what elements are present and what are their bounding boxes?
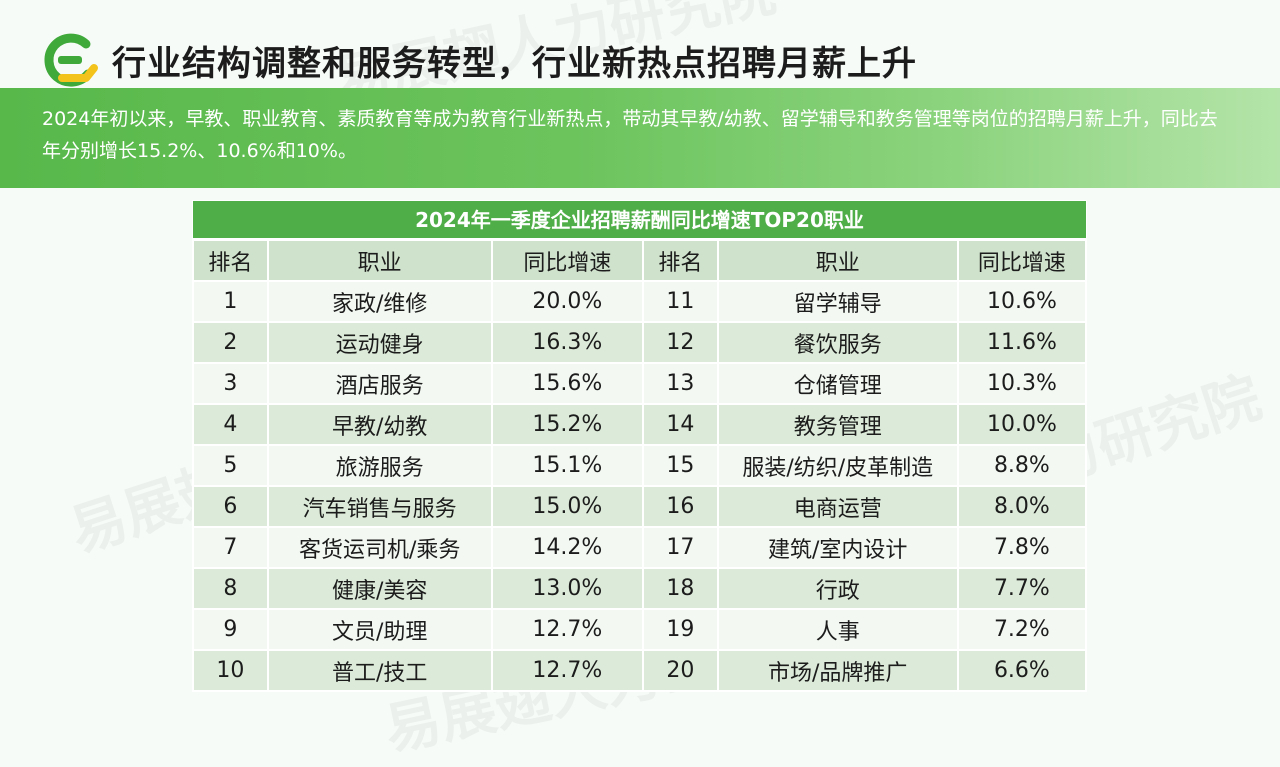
growth-cell: 13.0% (490, 567, 645, 610)
table-row: 2 运动健身 16.3% 12 餐饮服务 11.6% (192, 321, 1088, 364)
ranking-table: 排名 职业 同比增速 排名 职业 同比增速 1 家政/维修 20.0% 11 留学辅导 1… (192, 239, 1088, 692)
growth-cell: 15.1% (490, 444, 645, 487)
job-cell: 服装/纺织/皮革制造 (716, 444, 959, 487)
growth-cell: 10.3% (956, 362, 1088, 405)
rank-cell: 9 (192, 608, 269, 651)
rank-cell: 13 (642, 362, 719, 405)
rank-cell: 18 (642, 567, 719, 610)
job-cell: 人事 (716, 608, 959, 651)
growth-cell: 14.2% (490, 526, 645, 569)
growth-cell: 8.0% (956, 485, 1088, 528)
summary-text: 2024年初以来，早教、职业教育、素质教育等成为教育行业新热点，带动其早教/幼教… (42, 108, 1218, 162)
summary-banner (0, 88, 1280, 188)
table-row: 7 客货运司机/乘务 14.2% 17 建筑/室内设计 7.8% (192, 526, 1088, 569)
rank-cell: 3 (192, 362, 269, 405)
rank-cell: 14 (642, 403, 719, 446)
rank-cell: 4 (192, 403, 269, 446)
rank-cell: 15 (642, 444, 719, 487)
growth-cell: 7.8% (956, 526, 1088, 569)
rank-cell: 8 (192, 567, 269, 610)
column-header-rank: 排名 (192, 239, 269, 282)
table-row: 6 汽车销售与服务 15.0% 16 电商运营 8.0% (192, 485, 1088, 528)
job-cell: 旅游服务 (266, 444, 493, 487)
job-cell: 早教/幼教 (266, 403, 493, 446)
growth-cell: 15.0% (490, 485, 645, 528)
job-cell: 家政/维修 (266, 280, 493, 323)
growth-cell: 15.6% (490, 362, 645, 405)
rank-cell: 6 (192, 485, 269, 528)
growth-cell: 7.2% (956, 608, 1088, 651)
column-header-rank: 排名 (642, 239, 719, 282)
table-row: 9 文员/助理 12.7% 19 人事 7.2% (192, 608, 1088, 651)
rank-cell: 20 (642, 649, 719, 692)
table-row: 8 健康/美容 13.0% 18 行政 7.7% (192, 567, 1088, 610)
rank-cell: 1 (192, 280, 269, 323)
job-cell: 教务管理 (716, 403, 959, 446)
rank-cell: 7 (192, 526, 269, 569)
job-cell: 客货运司机/乘务 (266, 526, 493, 569)
job-cell: 文员/助理 (266, 608, 493, 651)
table-header-row: 排名 职业 同比增速 排名 职业 同比增速 (192, 239, 1088, 282)
job-cell: 普工/技工 (266, 649, 493, 692)
job-cell: 电商运营 (716, 485, 959, 528)
ranking-table-container: 2024年一季度企业招聘薪酬同比增速TOP20职业 排名 职业 同比增速 排名 … (192, 200, 1088, 692)
job-cell: 行政 (716, 567, 959, 610)
column-header-job: 职业 (716, 239, 959, 282)
table-row: 4 早教/幼教 15.2% 14 教务管理 10.0% (192, 403, 1088, 446)
growth-cell: 8.8% (956, 444, 1088, 487)
job-cell: 汽车销售与服务 (266, 485, 493, 528)
column-header-growth: 同比增速 (956, 239, 1088, 282)
page-title: 行业结构调整和服务转型，行业新热点招聘月薪上升 (112, 44, 917, 84)
rank-cell: 17 (642, 526, 719, 569)
growth-cell: 16.3% (490, 321, 645, 364)
rank-cell: 10 (192, 649, 269, 692)
growth-cell: 7.7% (956, 567, 1088, 610)
rank-cell: 12 (642, 321, 719, 364)
growth-cell: 12.7% (490, 649, 645, 692)
growth-cell: 10.0% (956, 403, 1088, 446)
table-title: 2024年一季度企业招聘薪酬同比增速TOP20职业 (192, 200, 1087, 239)
table-row: 1 家政/维修 20.0% 11 留学辅导 10.6% (192, 280, 1088, 323)
growth-cell: 15.2% (490, 403, 645, 446)
growth-cell: 20.0% (490, 280, 645, 323)
job-cell: 市场/品牌推广 (716, 649, 959, 692)
rank-cell: 11 (642, 280, 719, 323)
growth-cell: 6.6% (956, 649, 1088, 692)
job-cell: 健康/美容 (266, 567, 493, 610)
column-header-growth: 同比增速 (490, 239, 645, 282)
rank-cell: 19 (642, 608, 719, 651)
rank-cell: 16 (642, 485, 719, 528)
job-cell: 酒店服务 (266, 362, 493, 405)
table-row: 10 普工/技工 12.7% 20 市场/品牌推广 6.6% (192, 649, 1088, 692)
rank-cell: 5 (192, 444, 269, 487)
job-cell: 运动健身 (266, 321, 493, 364)
growth-cell: 12.7% (490, 608, 645, 651)
rank-cell: 2 (192, 321, 269, 364)
growth-cell: 11.6% (956, 321, 1088, 364)
table-row: 5 旅游服务 15.1% 15 服装/纺织/皮革制造 8.8% (192, 444, 1088, 487)
column-header-job: 职业 (266, 239, 493, 282)
job-cell: 留学辅导 (716, 280, 959, 323)
table-row: 3 酒店服务 15.6% 13 仓储管理 10.3% (192, 362, 1088, 405)
growth-cell: 10.6% (956, 280, 1088, 323)
job-cell: 仓储管理 (716, 362, 959, 405)
brand-logo-icon (44, 33, 98, 87)
job-cell: 餐饮服务 (716, 321, 959, 364)
job-cell: 建筑/室内设计 (716, 526, 959, 569)
